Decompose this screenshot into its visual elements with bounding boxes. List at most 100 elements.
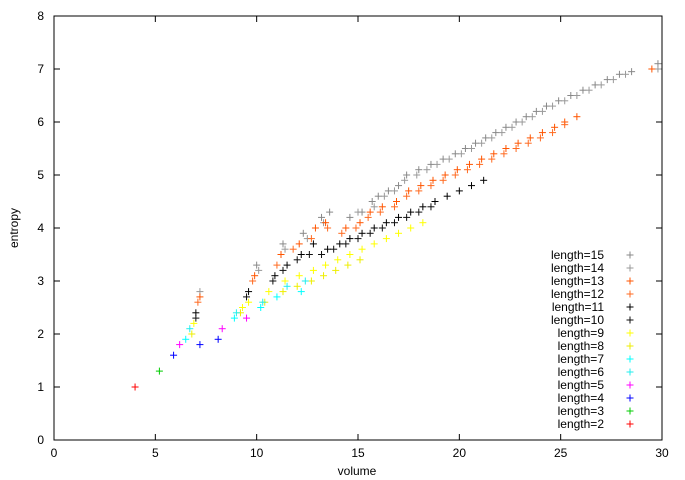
data-point: [356, 256, 364, 264]
y-tick-label: 1: [37, 380, 44, 394]
data-point: [476, 160, 484, 168]
data-point: [401, 176, 409, 184]
data-point: [457, 150, 465, 158]
data-point: [283, 282, 291, 290]
data-point: [467, 145, 475, 152]
data-point: [467, 182, 475, 190]
data-point: [342, 240, 350, 248]
data-point: [597, 81, 605, 89]
data-point: [295, 272, 303, 280]
data-point: [615, 70, 623, 78]
data-point: [309, 240, 317, 248]
data-point: [155, 367, 163, 375]
data-point: [358, 229, 366, 237]
data-point: [330, 245, 338, 253]
data-point: [332, 266, 340, 274]
data-point: [413, 171, 421, 179]
data-point: [230, 314, 238, 322]
data-point: [403, 171, 411, 179]
data-point: [380, 192, 388, 200]
data-point: [289, 245, 297, 253]
data-point: [415, 187, 423, 195]
x-tick-label: 0: [51, 446, 58, 460]
data-point: [512, 145, 520, 152]
legend-marker: [626, 355, 634, 363]
legend-label: length=5: [558, 378, 605, 392]
data-point: [419, 219, 427, 227]
data-point: [370, 240, 378, 248]
data-point: [311, 224, 319, 232]
legend-marker: [626, 290, 634, 298]
data-point: [245, 288, 253, 296]
data-point: [522, 113, 530, 121]
data-point: [277, 251, 285, 258]
data-point: [279, 288, 287, 296]
data-point: [405, 187, 413, 195]
legend-marker: [626, 342, 634, 350]
data-point: [352, 224, 360, 232]
data-point: [281, 245, 289, 253]
data-point: [518, 118, 526, 126]
y-axis-ticks: 0 1 2 3 4 5 6 7 8: [37, 9, 662, 447]
data-point: [514, 139, 522, 147]
data-point: [295, 240, 303, 248]
data-point: [573, 113, 581, 121]
data-point: [194, 298, 202, 306]
data-point: [344, 261, 352, 269]
legend: length=15length=14length=13length=12leng…: [551, 248, 634, 431]
data-point: [382, 219, 390, 227]
data-point: [431, 198, 439, 205]
data-point: [376, 208, 384, 216]
legend-label: length=15: [551, 248, 604, 262]
data-point: [536, 134, 544, 142]
data-point: [366, 229, 374, 237]
data-point: [259, 298, 267, 306]
data-point: [307, 235, 315, 243]
data-point: [378, 203, 386, 211]
data-point: [390, 187, 398, 195]
data-point: [218, 325, 226, 333]
data-point: [403, 213, 411, 221]
legend-label: length=2: [558, 417, 605, 431]
data-point: [370, 224, 378, 232]
data-point: [192, 314, 200, 322]
data-point: [374, 192, 382, 200]
data-point: [415, 166, 423, 174]
data-point: [238, 304, 246, 311]
data-point: [307, 277, 315, 285]
data-point: [423, 166, 431, 174]
data-point: [488, 155, 496, 163]
data-point: [170, 351, 178, 359]
data-point: [498, 129, 506, 137]
data-point: [324, 224, 332, 232]
legend-label: length=11: [552, 300, 604, 314]
data-point: [441, 171, 449, 179]
data-point: [301, 277, 309, 285]
x-tick-label: 25: [554, 446, 568, 460]
data-point: [182, 335, 190, 343]
data-point: [214, 335, 222, 343]
data-point: [251, 272, 259, 280]
data-point: [439, 176, 447, 184]
data-point: [490, 150, 498, 158]
data-point: [549, 129, 557, 137]
data-point: [445, 155, 453, 163]
data-point: [322, 219, 330, 227]
data-point: [384, 187, 392, 195]
data-point: [318, 213, 326, 221]
data-point: [273, 261, 281, 269]
data-point: [524, 139, 532, 147]
legend-label: length=7: [558, 352, 605, 366]
y-tick-label: 2: [37, 327, 44, 341]
x-tick-label: 20: [453, 446, 467, 460]
legend-label: length=12: [551, 287, 604, 301]
legend-marker: [626, 316, 634, 324]
data-point: [555, 97, 563, 105]
legend-marker: [626, 394, 634, 402]
data-point: [480, 176, 488, 184]
data-point: [622, 70, 630, 78]
data-point: [249, 277, 257, 285]
x-tick-label: 5: [152, 446, 159, 460]
data-point: [299, 229, 307, 237]
data-point: [273, 293, 281, 301]
